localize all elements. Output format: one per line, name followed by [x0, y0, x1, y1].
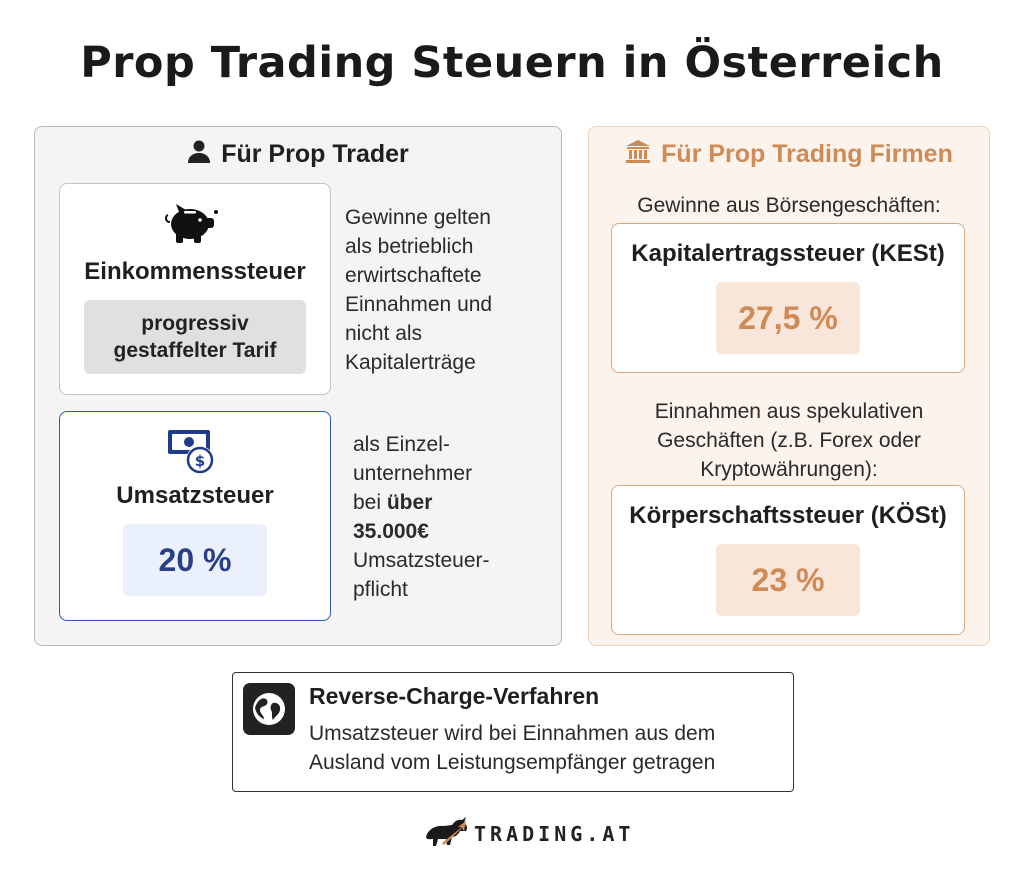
einkommenssteuer-card: Einkommenssteuer progressiv gestaffelter…: [59, 183, 331, 395]
ust-desc-line: Umsatzsteuer-: [353, 549, 490, 572]
reverse-charge-text: Umsatzsteuer wird bei Einnahmen aus dem …: [309, 719, 779, 777]
spekulativ-line: Geschäften (z.B. Forex oder: [657, 429, 921, 452]
prop-firm-heading: Für Prop Trading Firmen: [589, 139, 989, 170]
umsatzsteuer-card: $ Umsatzsteuer 20 %: [59, 411, 331, 621]
ust-threshold: 35.000€: [353, 520, 429, 543]
ust-desc-bold: über: [386, 491, 433, 514]
umsatzsteuer-title: Umsatzsteuer: [116, 482, 274, 509]
ust-desc-text: bei: [353, 491, 387, 514]
einkommenssteuer-description: Gewinne gelten als betrieblich erwirtsch…: [345, 203, 545, 377]
einkommenssteuer-tag-line2: gestaffelter Tarif: [113, 339, 277, 362]
logo-wordmark: TRADING.AT: [474, 822, 635, 846]
globe-icon: [243, 683, 295, 735]
spekulativ-line: Einnahmen aus spekulativen: [654, 400, 924, 423]
est-desc-line: erwirtschaftete: [345, 264, 482, 287]
prop-firm-heading-label: Für Prop Trading Firmen: [661, 140, 953, 168]
ust-desc-line: pflicht: [353, 578, 408, 601]
prop-firm-panel: Für Prop Trading Firmen Gewinne aus Börs…: [588, 126, 990, 646]
boersengeschaefte-label: Gewinne aus Börsengeschäften:: [637, 194, 941, 217]
einkommenssteuer-tag: progressiv gestaffelter Tarif: [84, 300, 306, 374]
spekulativ-line: Kryptowährungen):: [700, 458, 878, 481]
est-desc-line: als betrieblich: [345, 235, 474, 258]
est-desc-line: Kapitalerträge: [345, 351, 476, 374]
koest-card: Körperschaftssteuer (KÖSt) 23 %: [611, 485, 965, 635]
spekulative-geschaefte-label: Einnahmen aus spekulativen Geschäften (z…: [589, 397, 989, 484]
ust-desc-line: 35.000€: [353, 517, 543, 546]
reverse-charge-title: Reverse-Charge-Verfahren: [309, 683, 600, 709]
trading-at-logo: TRADING.AT: [422, 812, 630, 856]
reverse-charge-line: Umsatzsteuer wird bei Einnahmen aus dem: [309, 722, 716, 745]
bank-icon: [625, 139, 651, 170]
einkommenssteuer-tag-line1: progressiv: [141, 312, 249, 335]
einkommenssteuer-title: Einkommenssteuer: [84, 258, 306, 285]
kest-rate: 27,5 %: [716, 282, 860, 354]
money-bill-dollar-icon: $: [166, 426, 218, 481]
est-desc-line: Einnahmen und: [345, 293, 493, 316]
koest-title: Körperschaftssteuer (KÖSt): [629, 502, 947, 529]
kest-card: Kapitalertragssteuer (KESt) 27,5 %: [611, 223, 965, 373]
prop-trader-heading: Für Prop Trader: [35, 139, 561, 170]
umsatzsteuer-description: als Einzel- unternehmer bei über 35.000€…: [353, 430, 543, 604]
umsatzsteuer-rate: 20 %: [123, 524, 267, 596]
koest-rate: 23 %: [716, 544, 860, 616]
ust-desc-line: als Einzel-: [353, 433, 450, 456]
est-desc-line: nicht als: [345, 322, 423, 345]
ust-desc-line: unternehmer: [353, 462, 473, 485]
kest-title: Kapitalertragssteuer (KESt): [631, 240, 945, 267]
reverse-charge-box: Reverse-Charge-Verfahren Umsatzsteuer wi…: [232, 672, 794, 792]
user-icon: [187, 139, 211, 170]
piggy-bank-icon: [164, 202, 220, 249]
svg-text:$: $: [195, 452, 205, 470]
page-title: Prop Trading Steuern in Österreich: [80, 38, 944, 88]
prop-trader-panel: Für Prop Trader Einkommenssteuer progres…: [34, 126, 562, 646]
prop-trader-heading-label: Für Prop Trader: [221, 140, 409, 168]
bull-logo-icon: [422, 815, 470, 854]
reverse-charge-line: Ausland vom Leistungsempfänger getragen: [309, 751, 716, 774]
est-desc-line: Gewinne gelten: [345, 206, 491, 229]
ust-desc-line: bei über: [353, 488, 543, 517]
